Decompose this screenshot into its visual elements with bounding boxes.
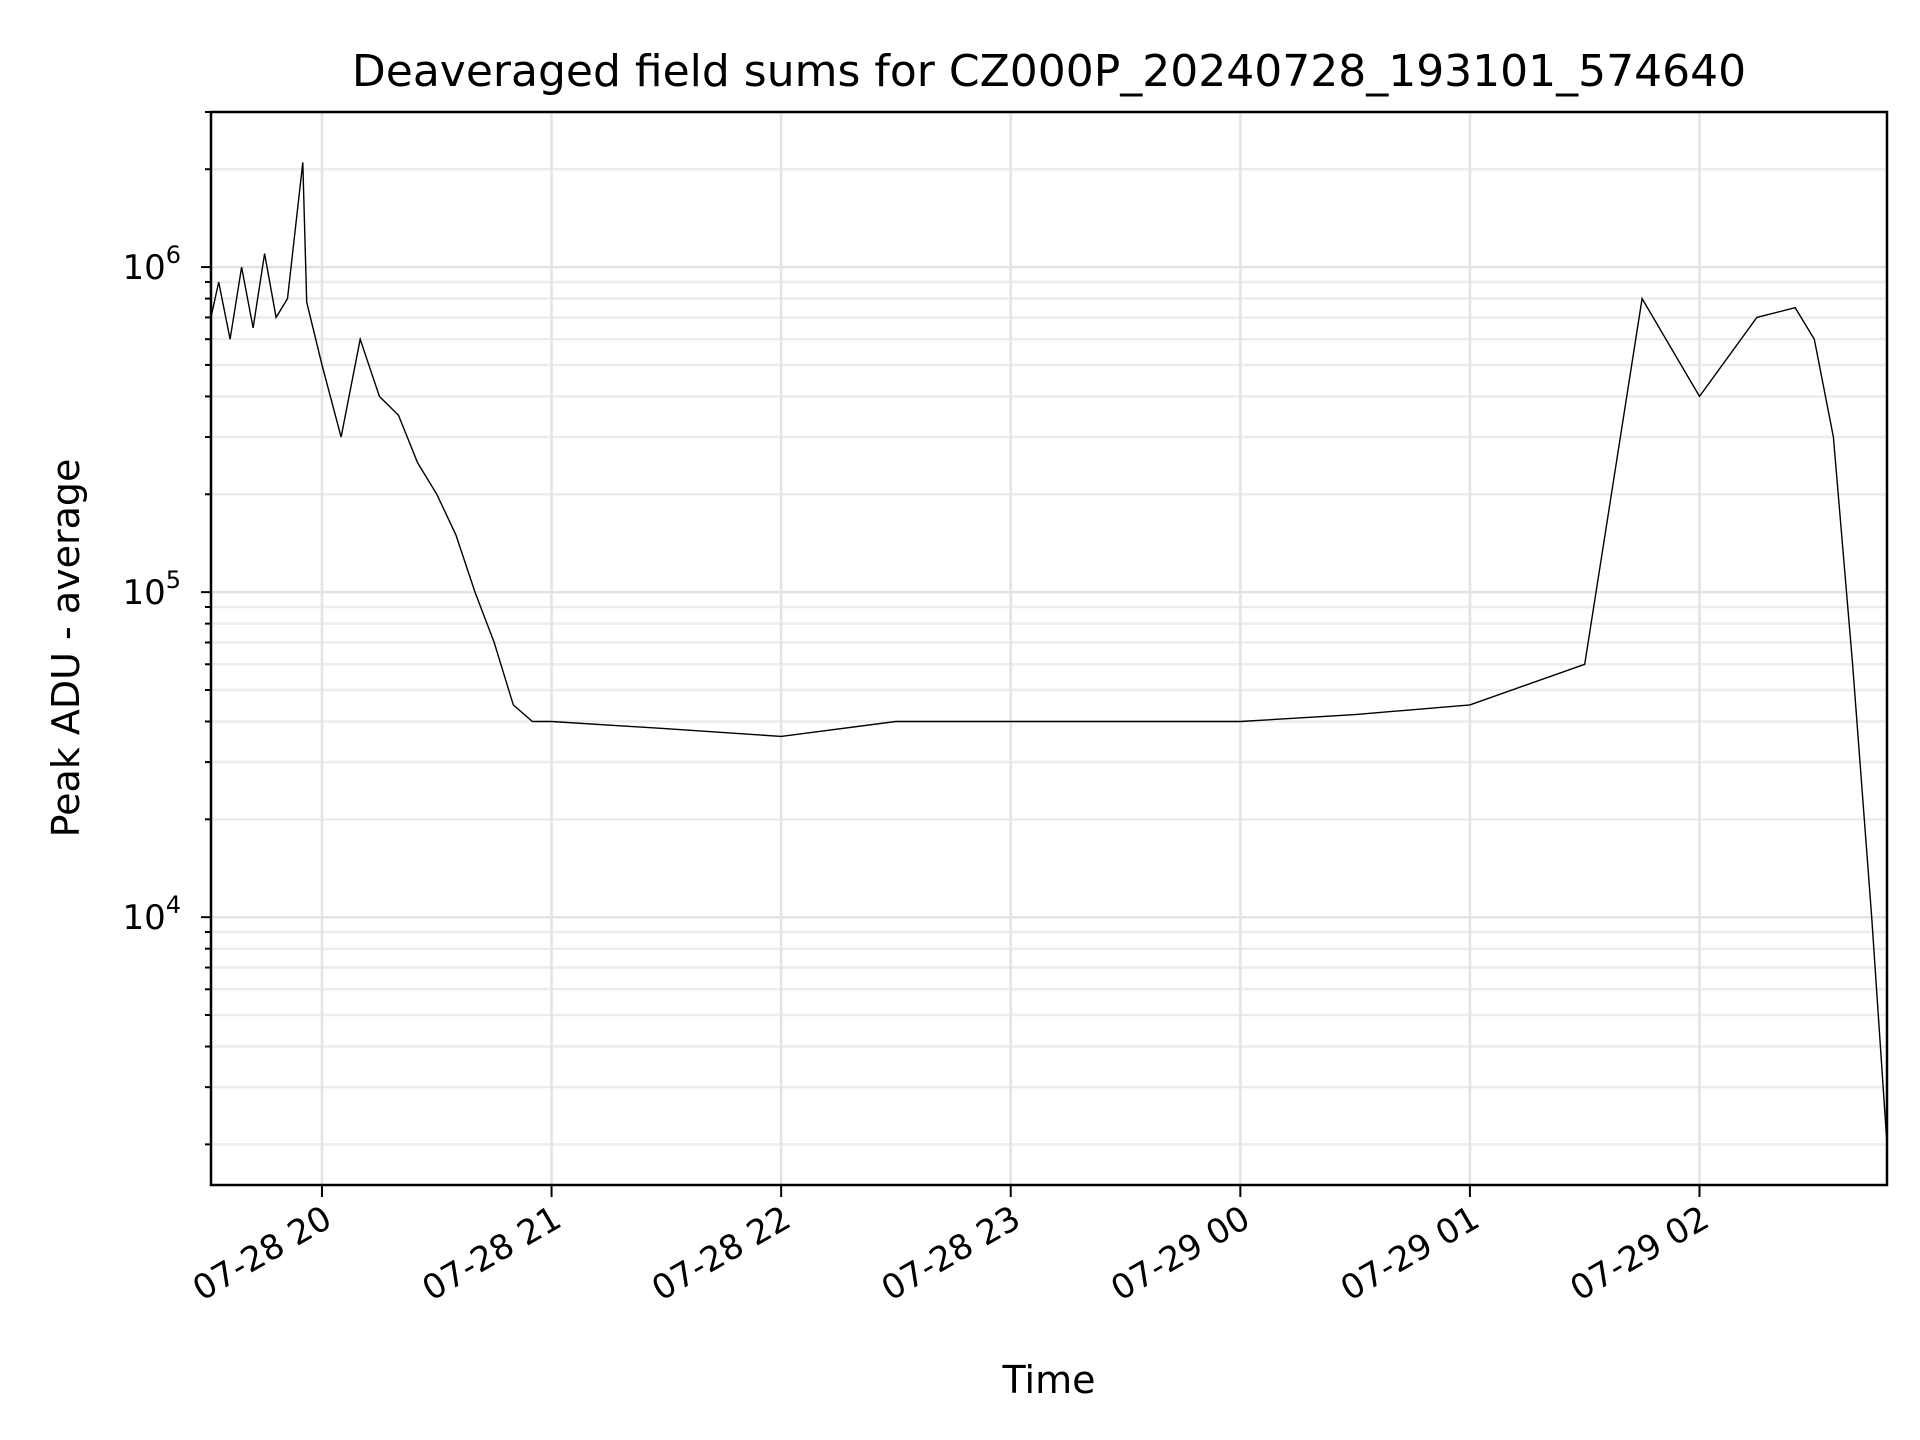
y-tick-label: 104 [122, 891, 181, 938]
x-tick-label: 07-29 00 [1104, 1198, 1256, 1309]
chart-title: Deaveraged field sums for CZ000P_2024072… [352, 46, 1746, 97]
y-tick-exponent: 5 [166, 566, 181, 594]
x-tick-label: 07-28 23 [875, 1198, 1027, 1309]
x-tick-label: 07-28 22 [645, 1198, 797, 1309]
x-tick-label: 07-28 21 [416, 1198, 568, 1309]
y-axis-label: Peak ADU - average [44, 459, 88, 838]
y-tick-exponent: 4 [166, 891, 181, 919]
x-axis-label: Time [1002, 1358, 1096, 1402]
y-tick-base: 10 [122, 248, 165, 288]
y-tick-label: 106 [122, 241, 181, 288]
plot-area [209, 110, 1889, 1187]
x-tick-label: 07-28 20 [186, 1198, 338, 1309]
y-tick-exponent: 6 [166, 241, 181, 269]
x-tick-label: 07-29 01 [1334, 1198, 1486, 1309]
y-tick-label: 105 [122, 566, 181, 613]
series-line [210, 162, 1888, 1145]
x-tick-label: 07-29 02 [1564, 1198, 1716, 1309]
grid [211, 110, 1887, 1185]
y-tick-base: 10 [122, 898, 165, 938]
y-tick-base: 10 [122, 573, 165, 613]
x-axis: 07-28 20 07-28 21 07-28 22 07-28 23 07-29 00… [186, 1185, 1716, 1309]
